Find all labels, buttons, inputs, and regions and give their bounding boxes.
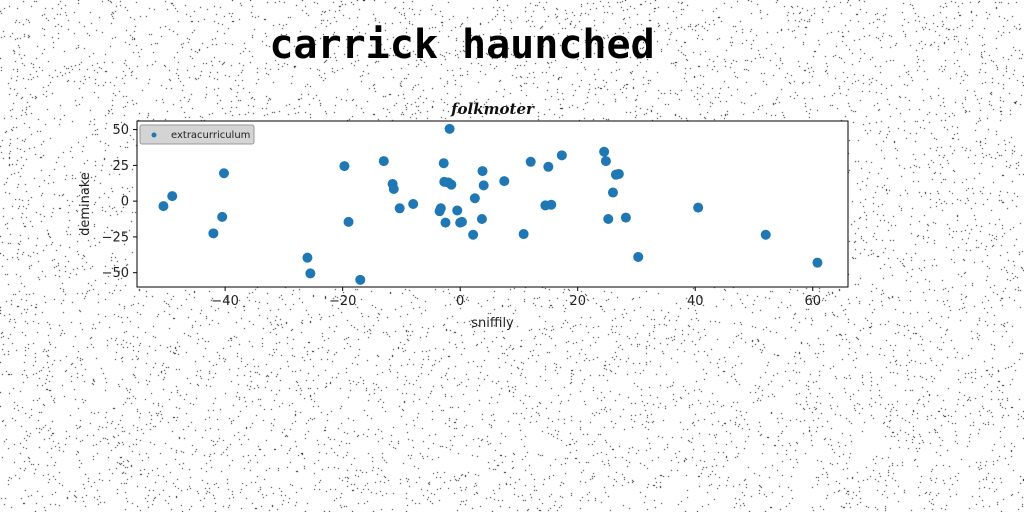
data-point	[543, 161, 554, 172]
data-point	[525, 156, 536, 167]
y-axis-label: deminake	[78, 172, 93, 236]
y-tick-label: 50	[112, 123, 129, 138]
chart-title: folkmoter	[450, 100, 535, 118]
data-point	[693, 202, 704, 213]
x-axis-label: sniffily	[471, 316, 514, 331]
data-point	[469, 193, 480, 204]
data-point	[456, 216, 467, 227]
data-point	[158, 201, 169, 212]
data-point	[620, 212, 631, 223]
data-points	[158, 123, 823, 285]
data-point	[477, 166, 488, 177]
x-tick-label: 20	[569, 294, 586, 309]
data-point	[633, 251, 644, 262]
x-tick-label: 40	[687, 294, 704, 309]
data-point	[435, 203, 446, 214]
y-tick-label: 25	[112, 159, 129, 174]
data-point	[478, 180, 489, 191]
plot-area	[137, 121, 848, 287]
x-tick-label: 0	[456, 294, 464, 309]
data-point	[613, 168, 624, 179]
legend-label: extracurriculum	[171, 130, 250, 141]
data-point	[388, 183, 399, 194]
legend: extracurriculum	[139, 124, 255, 145]
y-tick-label: 0	[121, 195, 129, 210]
y-tick-label: −25	[102, 230, 129, 245]
data-point	[438, 158, 449, 169]
data-point	[305, 268, 316, 279]
legend-marker	[151, 132, 157, 138]
data-point	[339, 161, 350, 172]
data-point	[218, 168, 229, 179]
data-point	[518, 229, 529, 240]
data-point	[599, 146, 610, 157]
data-point	[208, 228, 219, 239]
page-title: carrick haunched	[269, 22, 655, 68]
data-point	[167, 191, 178, 202]
data-point	[452, 205, 463, 216]
data-point	[603, 214, 614, 225]
x-tick-label: 60	[804, 294, 821, 309]
data-point	[476, 214, 487, 225]
data-point	[302, 252, 313, 263]
x-tick-label: −20	[329, 294, 356, 309]
data-point	[217, 211, 228, 222]
data-point	[355, 274, 366, 285]
data-point	[600, 156, 611, 167]
data-point	[546, 199, 557, 210]
x-tick-label: −40	[211, 294, 238, 309]
data-point	[760, 229, 771, 240]
data-point	[556, 150, 567, 161]
data-point	[394, 203, 405, 214]
data-point	[440, 217, 451, 228]
data-point	[378, 156, 389, 167]
data-point	[408, 199, 419, 209]
x-axis-ticks: −40 −20 0 20 40 60	[211, 287, 821, 309]
data-point	[812, 257, 823, 268]
data-point	[446, 179, 457, 190]
data-point	[468, 229, 479, 240]
data-point	[444, 123, 455, 134]
y-tick-label: −50	[102, 266, 129, 281]
y-axis-ticks: −50 −25 0 25 50	[102, 123, 137, 281]
axes-frame	[136, 120, 849, 288]
legend-box	[139, 124, 255, 145]
data-point	[343, 216, 354, 227]
data-point	[607, 187, 618, 198]
data-point	[499, 176, 510, 187]
